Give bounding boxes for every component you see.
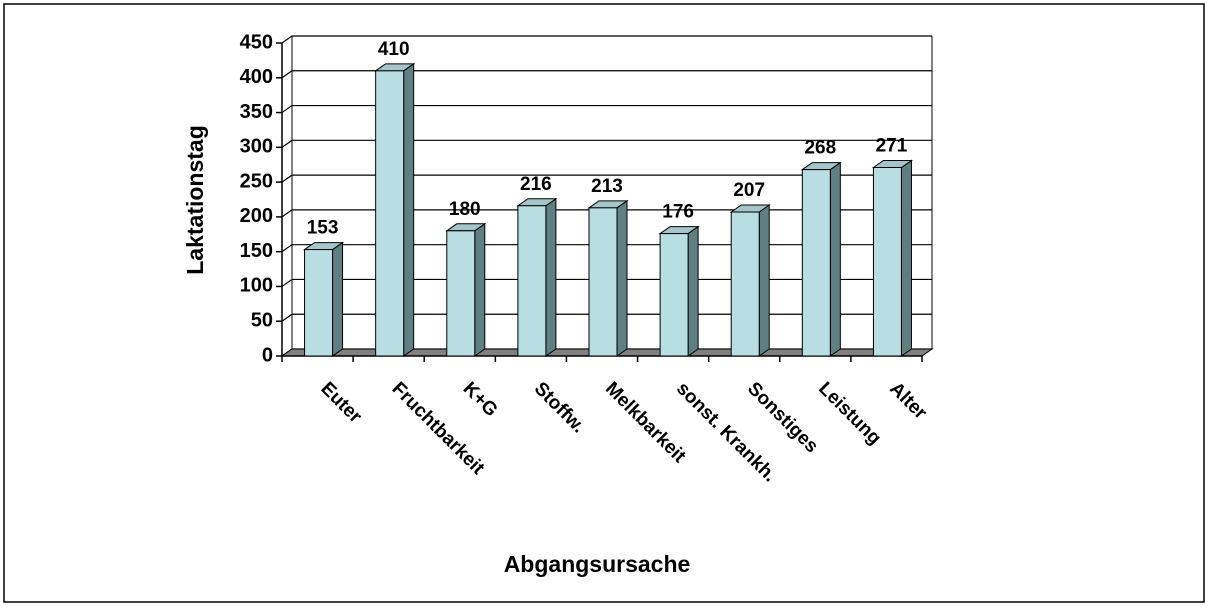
bar-face	[304, 249, 334, 357]
bar-side	[474, 222, 486, 357]
bar	[800, 161, 842, 357]
value-label: 176	[662, 202, 694, 223]
bar	[658, 225, 700, 357]
bar-side	[332, 241, 344, 357]
bar-face	[446, 230, 476, 357]
value-label: 268	[804, 138, 836, 159]
grid-line	[281, 244, 932, 253]
value-label: 216	[520, 174, 552, 195]
bar	[445, 222, 487, 357]
bar-face	[872, 167, 902, 357]
value-label: 271	[876, 136, 908, 157]
x-axis-title: Abgangsursache	[504, 551, 691, 577]
bar	[374, 62, 416, 357]
bar-face	[659, 233, 689, 357]
y-tick-label: 0	[262, 344, 273, 366]
bar	[871, 159, 914, 357]
y-tick-label: 150	[240, 240, 273, 262]
grid-line	[281, 278, 932, 287]
bar	[302, 241, 345, 357]
bar-face	[588, 207, 618, 357]
y-tick-label: 350	[240, 101, 273, 123]
bar-side	[687, 225, 699, 357]
bar-side	[403, 62, 415, 357]
value-label: 180	[449, 199, 481, 220]
value-label: 207	[733, 180, 765, 201]
grid-line	[281, 174, 932, 183]
grid-line	[281, 35, 932, 44]
bar-side	[545, 197, 557, 357]
grid-line	[281, 313, 932, 322]
y-tick-label: 300	[240, 136, 273, 158]
bar-side	[616, 199, 628, 357]
grid-line	[281, 70, 932, 79]
y-tick-label: 450	[240, 31, 273, 53]
y-tick-label: 250	[240, 170, 273, 192]
y-tick-label: 200	[240, 205, 273, 227]
bar-side	[829, 161, 841, 357]
y-tick-label: 100	[240, 275, 273, 297]
grid-line	[281, 104, 932, 114]
bar-face	[517, 205, 547, 357]
y-tick-label: 50	[251, 310, 273, 332]
y-axis-title: Laktationstag	[182, 125, 208, 275]
bar	[587, 199, 629, 357]
value-label: 410	[378, 39, 410, 60]
bar	[729, 204, 771, 357]
bar	[516, 197, 558, 357]
value-label: 213	[591, 176, 623, 197]
bar-side	[900, 159, 912, 357]
bar-face	[801, 169, 831, 357]
bar-side	[758, 204, 770, 357]
bar-face	[375, 70, 405, 357]
grid-line	[281, 139, 932, 148]
value-label: 153	[307, 218, 339, 239]
y-tick-label: 400	[240, 66, 273, 88]
bar-face	[730, 211, 760, 357]
grid-line	[281, 209, 932, 218]
